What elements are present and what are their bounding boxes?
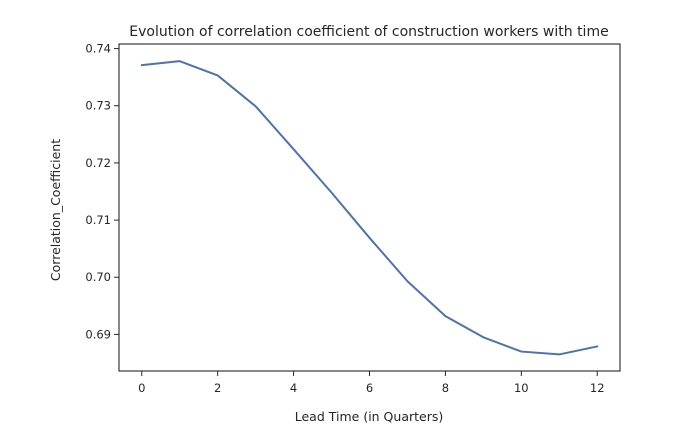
y-axis: 0.69 0.70 0.71 0.72 0.73 0.74 (85, 42, 119, 341)
x-tick-label: 6 (366, 381, 373, 395)
y-tick-label: 0.70 (85, 270, 111, 284)
y-tick-label: 0.73 (85, 99, 111, 113)
x-tick-label: 2 (214, 381, 221, 395)
y-axis-label: Correlation_Coefficient (48, 139, 63, 281)
x-axis: 0 2 4 6 8 10 12 (138, 371, 605, 395)
plot-frame (118, 43, 621, 372)
x-tick-label: 4 (290, 381, 297, 395)
series-line (140, 60, 599, 356)
plot-area (140, 60, 599, 356)
y-tick-label: 0.72 (85, 156, 111, 170)
y-tick-label: 0.74 (85, 42, 111, 56)
chart-title: Evolution of correlation coefficient of … (129, 24, 608, 40)
y-tick-label: 0.71 (85, 213, 111, 227)
y-tick-label: 0.69 (85, 327, 111, 341)
x-tick-label: 8 (442, 381, 449, 395)
x-tick-label: 12 (590, 381, 605, 395)
x-tick-label: 0 (138, 381, 145, 395)
x-tick-label: 10 (514, 381, 529, 395)
x-axis-label: Lead Time (in Quarters) (295, 409, 444, 424)
